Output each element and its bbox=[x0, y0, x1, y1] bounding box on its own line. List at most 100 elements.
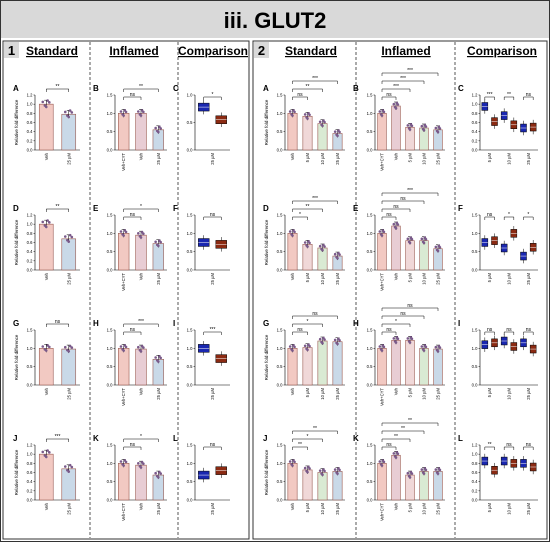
x-tick-label: Veh bbox=[139, 502, 144, 510]
bar bbox=[377, 463, 387, 501]
bar bbox=[287, 113, 298, 151]
data-point bbox=[138, 464, 142, 468]
data-point bbox=[137, 462, 140, 465]
section-1-frame bbox=[2, 40, 250, 540]
panel-letter: E bbox=[93, 204, 99, 213]
data-point bbox=[378, 345, 382, 348]
data-point bbox=[337, 251, 340, 255]
y-tick-label: 1.0 bbox=[27, 102, 33, 107]
significance-label: ns bbox=[487, 327, 493, 333]
y-tick-label: 1.0 bbox=[277, 111, 283, 116]
x-tick-label: Veh+CYT bbox=[380, 273, 385, 291]
significance-bracket bbox=[123, 323, 159, 327]
bar bbox=[302, 347, 313, 386]
panel-letter: L bbox=[173, 434, 178, 443]
x-tick-label: 5 µM bbox=[487, 503, 492, 513]
data-point bbox=[154, 126, 157, 130]
x-tick-label: 5 µM bbox=[305, 153, 310, 163]
data-point bbox=[395, 451, 399, 454]
significance-label: *** bbox=[312, 76, 318, 82]
y-tick-label: 0.5 bbox=[187, 120, 193, 125]
y-tick-label: 0.5 bbox=[472, 249, 478, 254]
y-tick-label: 1.2 bbox=[27, 443, 33, 448]
section-2-frame bbox=[252, 40, 548, 540]
significance-bracket bbox=[46, 438, 69, 442]
data-point bbox=[123, 344, 127, 347]
significance-bracket bbox=[123, 208, 159, 212]
x-tick-label: 5 µM bbox=[487, 153, 492, 163]
y-tick-label: 1.0 bbox=[187, 231, 193, 236]
x-tick-label: Veh+CYT bbox=[380, 153, 385, 171]
significance-label: * bbox=[307, 434, 309, 440]
x-tick-label: 5 µM bbox=[487, 388, 492, 398]
significance-label: * bbox=[140, 204, 142, 210]
bar bbox=[38, 223, 54, 271]
significance-bracket bbox=[381, 80, 425, 84]
significance-label: ns bbox=[400, 196, 406, 202]
panel-letter: K bbox=[93, 434, 99, 443]
y-tick-label: 1.0 bbox=[107, 461, 113, 466]
y-tick-label: 1.0 bbox=[472, 452, 478, 457]
significance-label: ** bbox=[401, 426, 405, 432]
y-tick-label: 1.5 bbox=[107, 93, 113, 98]
data-point bbox=[322, 468, 325, 471]
y-tick-label: 1.2 bbox=[472, 443, 478, 448]
y-tick-label: 0.6 bbox=[472, 120, 478, 125]
bar bbox=[135, 113, 147, 151]
section-number: 2 bbox=[258, 43, 265, 58]
data-point bbox=[333, 468, 337, 471]
x-tick-label: Veh bbox=[394, 502, 399, 510]
y-tick-label: 1.0 bbox=[367, 231, 373, 236]
significance-label: *** bbox=[400, 76, 406, 82]
bar bbox=[287, 348, 298, 386]
significance-bracket bbox=[484, 216, 495, 220]
panel-letter: E bbox=[353, 204, 359, 213]
y-tick-label: 1.5 bbox=[187, 213, 193, 218]
y-tick-label: 0.5 bbox=[107, 364, 113, 369]
significance-bracket bbox=[292, 430, 338, 434]
x-tick-label: 10 µM bbox=[422, 503, 427, 515]
significance-label: * bbox=[527, 212, 529, 218]
data-point bbox=[437, 125, 441, 129]
panel-letter: H bbox=[93, 319, 99, 328]
x-tick-label: 10 µM bbox=[422, 388, 427, 400]
bar bbox=[117, 463, 130, 501]
x-tick-label: 10 µM bbox=[320, 273, 325, 285]
y-tick-label: 0.8 bbox=[27, 231, 33, 236]
data-point bbox=[121, 348, 124, 351]
bar bbox=[332, 471, 343, 501]
significance-bracket bbox=[484, 331, 495, 335]
y-tick-label: 1.5 bbox=[367, 328, 373, 333]
data-point bbox=[41, 100, 45, 104]
significance-label: * bbox=[299, 212, 301, 218]
significance-bracket bbox=[381, 72, 439, 76]
x-tick-label: Veh+CYT bbox=[121, 153, 126, 171]
significance-label: *** bbox=[312, 196, 318, 202]
data-point bbox=[155, 474, 159, 478]
data-point bbox=[41, 220, 45, 224]
data-point bbox=[420, 124, 424, 128]
x-tick-label: Veh bbox=[44, 502, 49, 510]
data-point bbox=[303, 466, 307, 470]
data-point bbox=[307, 343, 310, 346]
y-tick-label: 1.5 bbox=[187, 328, 193, 333]
x-tick-label: 10 µM bbox=[507, 273, 512, 285]
data-point bbox=[155, 129, 159, 133]
data-point bbox=[423, 123, 427, 127]
section-number-box bbox=[254, 42, 269, 58]
x-tick-label: 25 µM bbox=[156, 388, 161, 400]
significance-bracket bbox=[203, 96, 222, 100]
significance-bracket bbox=[46, 323, 69, 327]
data-point bbox=[420, 468, 424, 471]
y-tick-label: 0.2 bbox=[27, 258, 33, 263]
data-point bbox=[68, 109, 72, 112]
bar bbox=[377, 233, 387, 271]
y-tick-label: 0.4 bbox=[472, 129, 478, 134]
x-tick-label: Veh bbox=[44, 152, 49, 160]
y-tick-label: 0.4 bbox=[27, 249, 33, 254]
data-point bbox=[434, 345, 438, 349]
data-point bbox=[43, 224, 47, 227]
x-tick-label: 25 µM bbox=[156, 503, 161, 515]
bar bbox=[377, 348, 387, 386]
